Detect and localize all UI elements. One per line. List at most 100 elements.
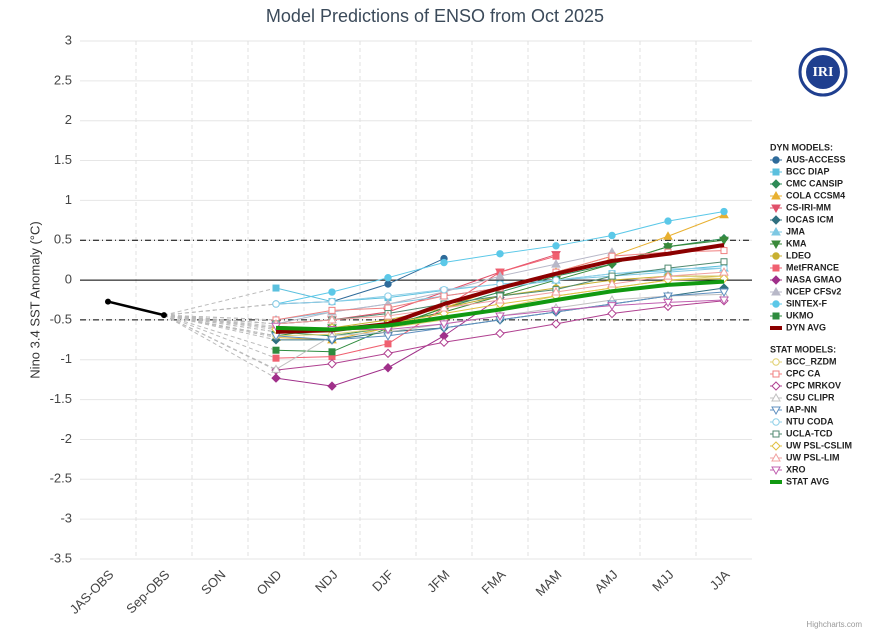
legend-label: NCEP CFSv2: [786, 286, 841, 296]
marker: [663, 292, 673, 302]
y-tick-label: -3.5: [50, 550, 72, 565]
legend-item: NCEP CFSv2: [770, 286, 841, 296]
marker: [496, 250, 504, 258]
y-tick-label: 1: [65, 192, 72, 207]
legend-label: IOCAS ICM: [786, 214, 834, 224]
legend-heading: STAT MODELS:: [770, 344, 836, 354]
marker: [719, 288, 729, 298]
marker: [772, 300, 780, 308]
y-tick-label: 2.5: [54, 72, 72, 87]
marker: [384, 292, 392, 300]
legend-label: BCC_RZDM: [786, 356, 837, 366]
marker: [440, 258, 448, 267]
x-tick-label: SON: [198, 567, 229, 598]
marker: [383, 310, 393, 320]
legend-heading: DYN MODELS:: [770, 142, 833, 152]
marker: [664, 217, 672, 225]
marker: [552, 242, 560, 250]
connector: [163, 314, 277, 338]
marker: [327, 359, 337, 369]
marker: [328, 306, 336, 314]
legend-item: BCC_RZDM: [770, 356, 837, 366]
marker: [384, 273, 392, 282]
marker: [771, 406, 781, 416]
marker: [440, 292, 448, 300]
marker: [271, 364, 281, 373]
legend-label: CPC MRKOV: [786, 380, 841, 390]
marker: [663, 298, 673, 308]
x-tick-label: DJF: [369, 567, 396, 594]
legend-label: BCC DIAP: [786, 166, 830, 176]
marker: [607, 302, 617, 311]
marker: [608, 231, 616, 240]
marker: [384, 280, 392, 288]
series-line: [275, 279, 725, 332]
marker: [328, 297, 336, 306]
legend-item: NTU CODA: [770, 416, 834, 426]
connector: [163, 303, 277, 316]
legend-item: CMC CANSIP: [770, 178, 843, 189]
marker: [272, 300, 280, 308]
marker: [771, 381, 781, 391]
x-tick-label: JAS-OBS: [67, 567, 117, 617]
connector: [163, 314, 277, 341]
x-tick-label: Sep-OBS: [123, 567, 173, 617]
marker: [720, 207, 728, 216]
marker: [771, 226, 781, 236]
marker: [663, 231, 673, 240]
y-tick-label: -3: [60, 511, 72, 526]
marker: [383, 348, 393, 359]
y-tick-label: 3: [65, 32, 72, 47]
legend-label: NTU CODA: [786, 416, 834, 426]
legend-item: COLA CCSM4: [770, 190, 845, 200]
marker: [771, 286, 781, 296]
marker: [328, 348, 336, 356]
marker: [439, 337, 449, 347]
y-axis-title: Nino 3.4 SST Anomaly (°C): [27, 221, 42, 378]
marker: [771, 215, 781, 225]
marker: [384, 340, 392, 348]
marker: [607, 308, 617, 319]
marker: [551, 319, 561, 329]
y-tick-label: -1.5: [50, 391, 72, 406]
marker: [272, 346, 280, 354]
y-tick-label: 0: [65, 272, 72, 287]
marker: [771, 452, 781, 462]
legend-item: XRO: [770, 464, 806, 476]
legend-label: AUS-ACCESS: [786, 154, 846, 164]
legend-label: MetFRANCE: [786, 262, 839, 272]
legend-item: BCC DIAP: [770, 166, 830, 176]
marker: [771, 392, 781, 402]
connector: [163, 314, 277, 321]
series-line: [275, 255, 557, 359]
marker: [771, 190, 781, 200]
legend-label: JMA: [786, 226, 806, 236]
y-tick-label: -1: [60, 351, 72, 366]
marker: [771, 275, 781, 285]
legend-label: CSU CLIPR: [786, 392, 835, 402]
legend-label: SINTEX-F: [786, 298, 828, 308]
legend-item: CSU CLIPR: [770, 392, 835, 402]
legend-item: KMA: [770, 238, 807, 250]
marker: [608, 252, 616, 260]
x-tick-label: FMA: [479, 567, 509, 597]
legend-label: COLA CCSM4: [786, 190, 845, 200]
marker: [771, 441, 781, 451]
marker: [327, 314, 337, 324]
x-tick-label: MJJ: [649, 567, 676, 594]
legend-label: CS-IRI-MM: [786, 202, 831, 212]
marker: [772, 252, 780, 260]
marker: [440, 285, 448, 294]
legend-label: UW PSL-LIM: [786, 452, 840, 462]
legend-item: JMA: [770, 226, 806, 236]
marker: [495, 271, 505, 280]
marker: [719, 267, 729, 276]
observed-line: [107, 300, 165, 317]
logo-disc: [806, 55, 840, 89]
marker: [719, 236, 729, 246]
legend-item: NASA GMAO: [770, 274, 842, 285]
x-tick-label: JFM: [424, 567, 452, 595]
marker: [720, 247, 728, 255]
legend-label: CPC CA: [786, 368, 821, 378]
legend-label: IAP-NN: [786, 404, 817, 414]
